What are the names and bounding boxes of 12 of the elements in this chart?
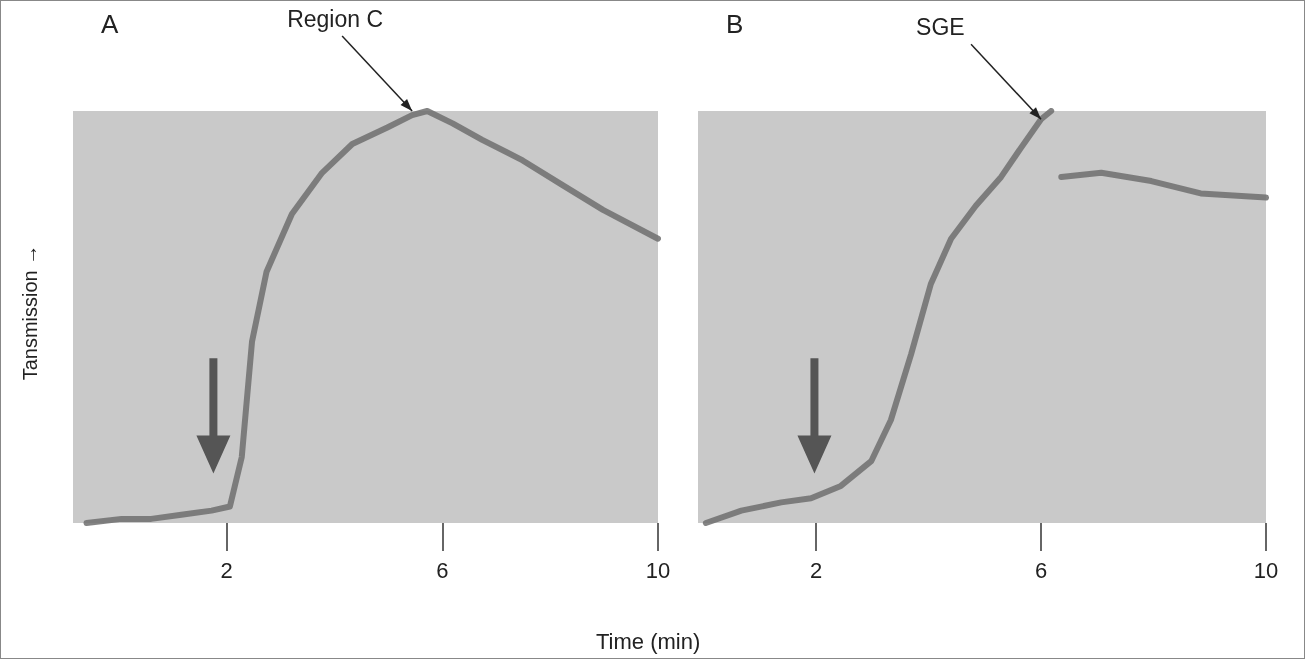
y-axis-title: Tansmission → (19, 244, 43, 381)
x-tick-label: 10 (1253, 557, 1279, 583)
annotation: SGE (916, 14, 965, 42)
annotation: Region C (287, 6, 384, 33)
x-tick-label: 6 (436, 557, 449, 583)
chart-title: B (726, 9, 744, 39)
x-tick-label: 2 (809, 557, 823, 583)
x-tick-label: 2 (220, 557, 233, 583)
x-tick-label: 10 (645, 557, 671, 583)
x-tick-label: 6 (1034, 557, 1048, 583)
chart-title: A (101, 9, 119, 39)
x-axis-title: Time (min) (596, 629, 701, 655)
